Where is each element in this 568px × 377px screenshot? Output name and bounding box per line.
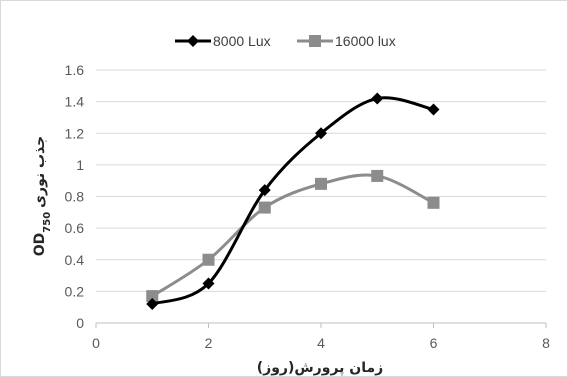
y-tick-label: 1 xyxy=(76,157,84,173)
data-point-16000-lux xyxy=(315,177,327,190)
series-layer xyxy=(146,92,440,311)
y-tick-label: 0 xyxy=(76,315,84,331)
axes: 0 0.2 0.4 0.6 0.8 1 1.2 1.4 1.6 0 2 4 6 8 xyxy=(65,62,551,351)
y-tick-label: 1.2 xyxy=(65,125,85,141)
legend-label-16000-lux: 16000 lux xyxy=(335,33,396,49)
x-tick-label: 4 xyxy=(317,335,325,351)
data-point-16000-lux xyxy=(371,169,384,182)
data-point-8000-lux xyxy=(202,277,215,290)
x-tick-label: 2 xyxy=(205,335,213,351)
legend-marker-8000-lux xyxy=(187,35,199,47)
y-tick-label: 0.2 xyxy=(65,283,85,299)
y-axis-title-sub: 750 xyxy=(42,212,53,233)
series-line-16000-lux xyxy=(151,173,435,298)
data-point-8000-lux xyxy=(371,92,384,105)
data-point-16000-lux xyxy=(258,201,271,214)
x-axis-title: زمان پرورش(روز) xyxy=(257,360,383,376)
y-axis-title-od: OD xyxy=(32,233,48,257)
series-line-8000-lux xyxy=(151,96,434,306)
data-point-16000-lux xyxy=(146,290,159,303)
x-tick-label: 8 xyxy=(542,335,550,351)
legend: 8000 Lux 16000 lux xyxy=(175,33,396,49)
data-point-16000-lux xyxy=(202,253,215,266)
data-point-8000-lux xyxy=(315,127,327,140)
y-tick-label: 0.6 xyxy=(65,220,85,236)
x-tick-label: 0 xyxy=(92,335,100,351)
data-point-16000-lux xyxy=(427,196,440,209)
data-point-8000-lux xyxy=(258,184,271,197)
data-point-8000-lux xyxy=(427,103,440,116)
legend-label-8000-lux: 8000 Lux xyxy=(213,33,271,49)
y-tick-label: 0.4 xyxy=(65,252,85,268)
y-tick-label: 1.6 xyxy=(65,62,85,78)
y-axis-title-text: جذب نوری xyxy=(32,136,48,208)
y-tick-label: 1.4 xyxy=(65,94,85,110)
legend-marker-16000-lux xyxy=(309,35,321,47)
y-axis-title: OD750 جذب نوری xyxy=(32,136,53,256)
data-point-8000-lux xyxy=(146,298,159,311)
y-tick-label: 0.8 xyxy=(65,189,85,205)
x-tick-label: 6 xyxy=(430,335,438,351)
